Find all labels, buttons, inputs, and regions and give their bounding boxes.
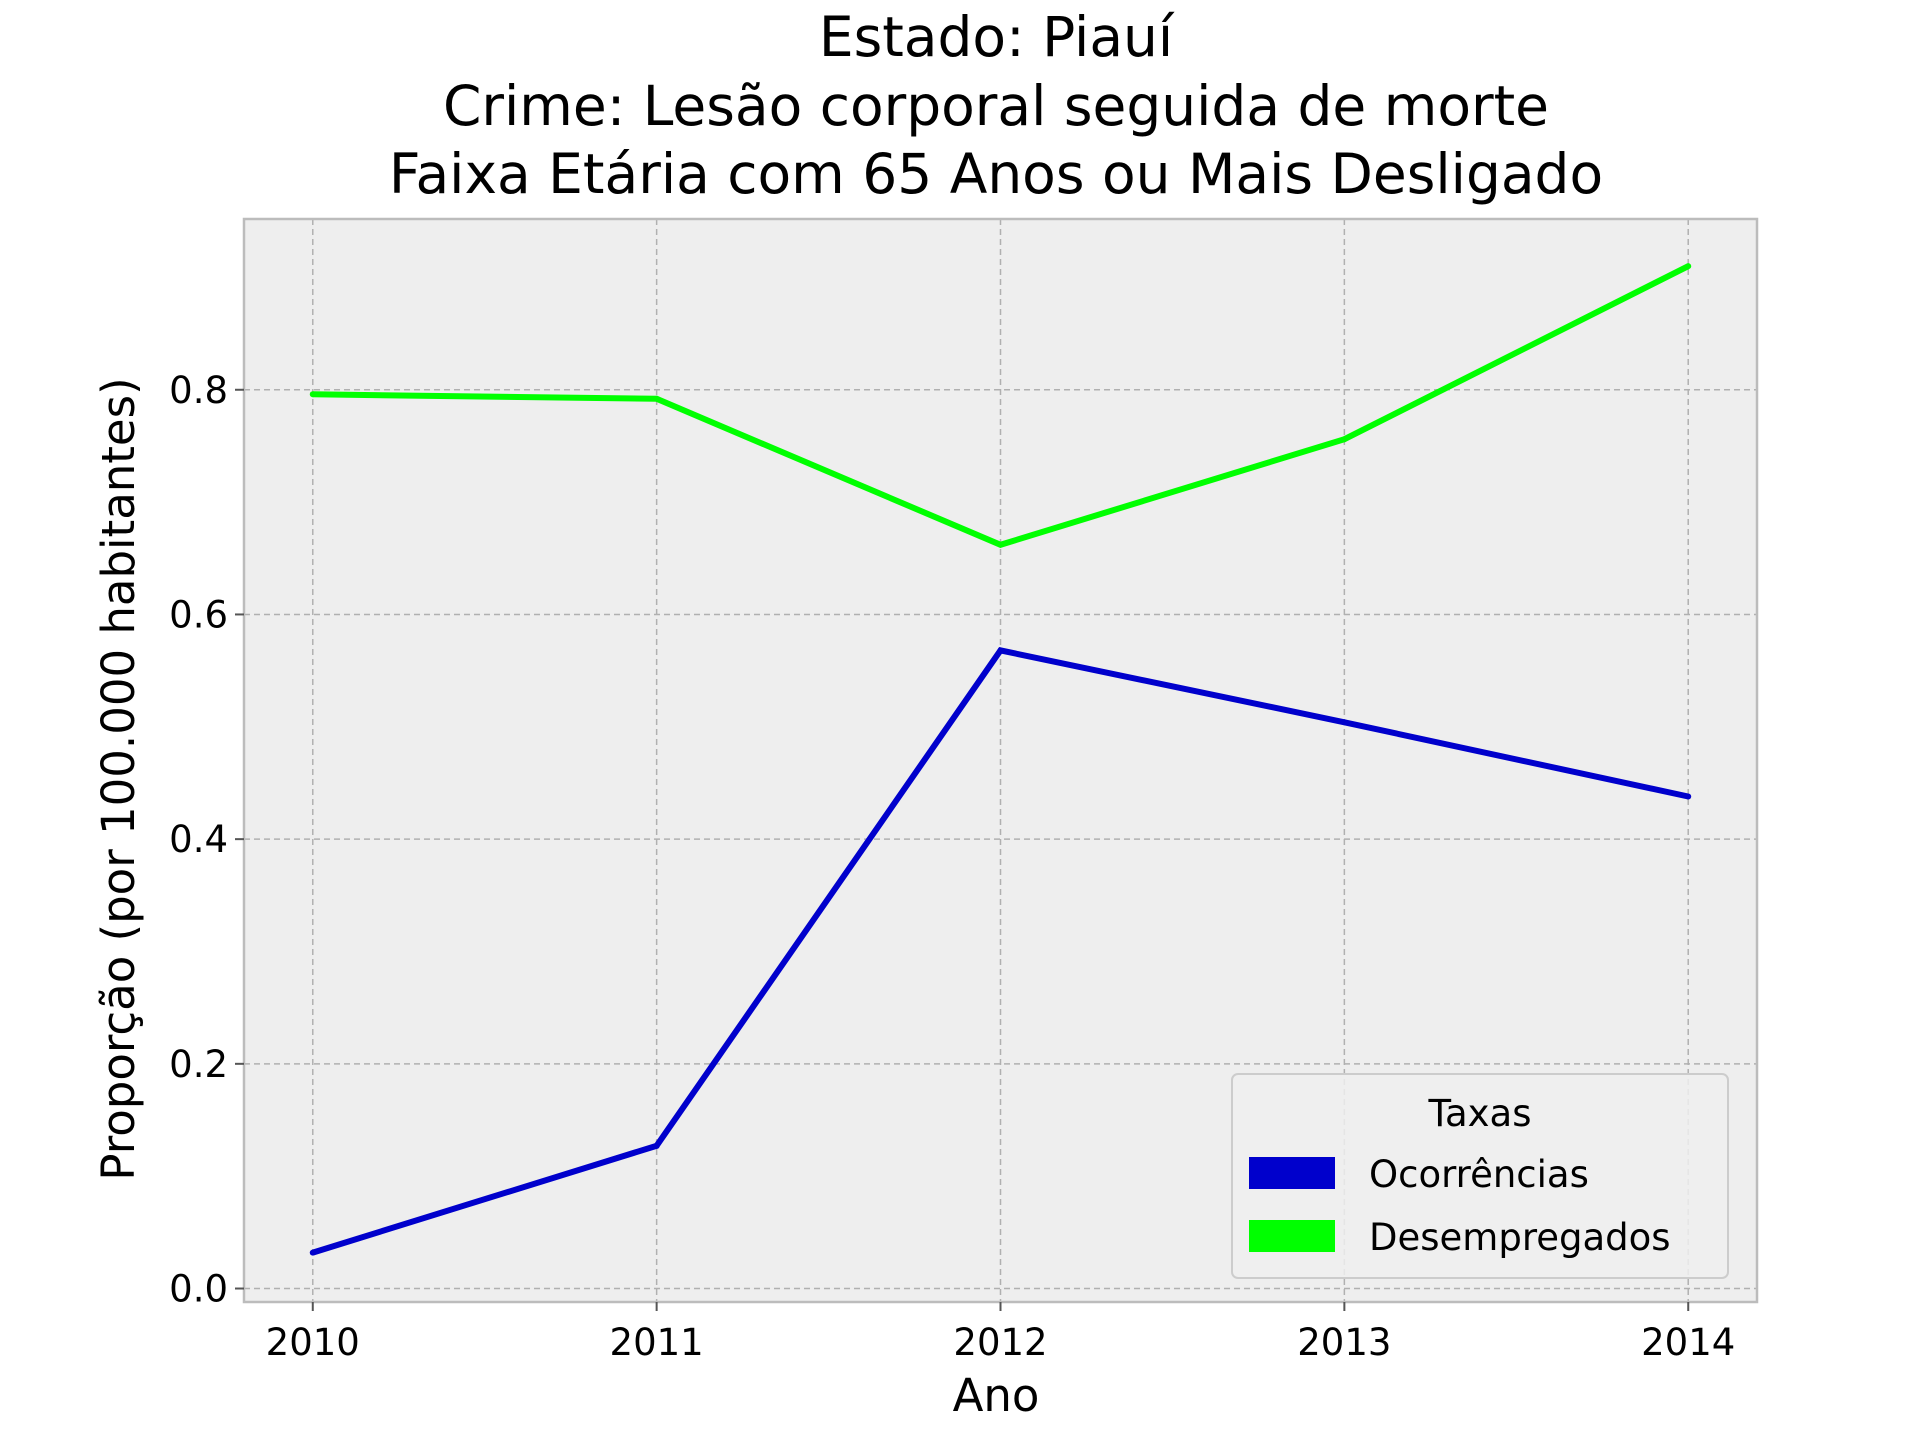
legend-label: Ocorrências (1369, 1153, 1589, 1196)
data-point (998, 542, 1004, 548)
x-tick-label: 2010 (266, 1321, 360, 1364)
data-point (654, 396, 660, 402)
data-point (998, 647, 1004, 653)
x-axis-label: Ano (953, 1369, 1040, 1422)
title-line-2: Crime: Lesão corporal seguida de morte (443, 74, 1549, 138)
legend: Taxas Ocorrências Desempregados (1232, 1074, 1728, 1278)
y-tick-label: 0.4 (169, 818, 228, 861)
data-point (1685, 793, 1691, 799)
data-point (654, 1143, 660, 1149)
y-tick-label: 0.8 (169, 369, 228, 412)
y-tick-label: 0.2 (169, 1043, 228, 1086)
legend-title: Taxas (1428, 1092, 1532, 1135)
title-line-3: Faixa Etária com 65 Anos ou Mais Desliga… (389, 142, 1603, 206)
x-tick-label: 2013 (1297, 1321, 1391, 1364)
legend-swatch (1249, 1157, 1335, 1189)
data-point (1341, 719, 1347, 725)
y-tick-label: 0.0 (169, 1268, 228, 1311)
title-line-1: Estado: Piauí (819, 5, 1175, 69)
y-tick-label: 0.6 (169, 593, 228, 636)
data-point (310, 1250, 316, 1256)
data-point (310, 391, 316, 397)
legend-label: Desempregados (1369, 1216, 1671, 1259)
x-tick-label: 2014 (1641, 1321, 1735, 1364)
y-axis-label: Proporção (por 100.000 habitantes) (92, 377, 145, 1180)
legend-swatch (1249, 1220, 1335, 1252)
x-tick-label: 2011 (610, 1321, 704, 1364)
x-tick-label: 2012 (953, 1321, 1047, 1364)
data-point (1341, 436, 1347, 442)
data-point (1685, 263, 1691, 269)
